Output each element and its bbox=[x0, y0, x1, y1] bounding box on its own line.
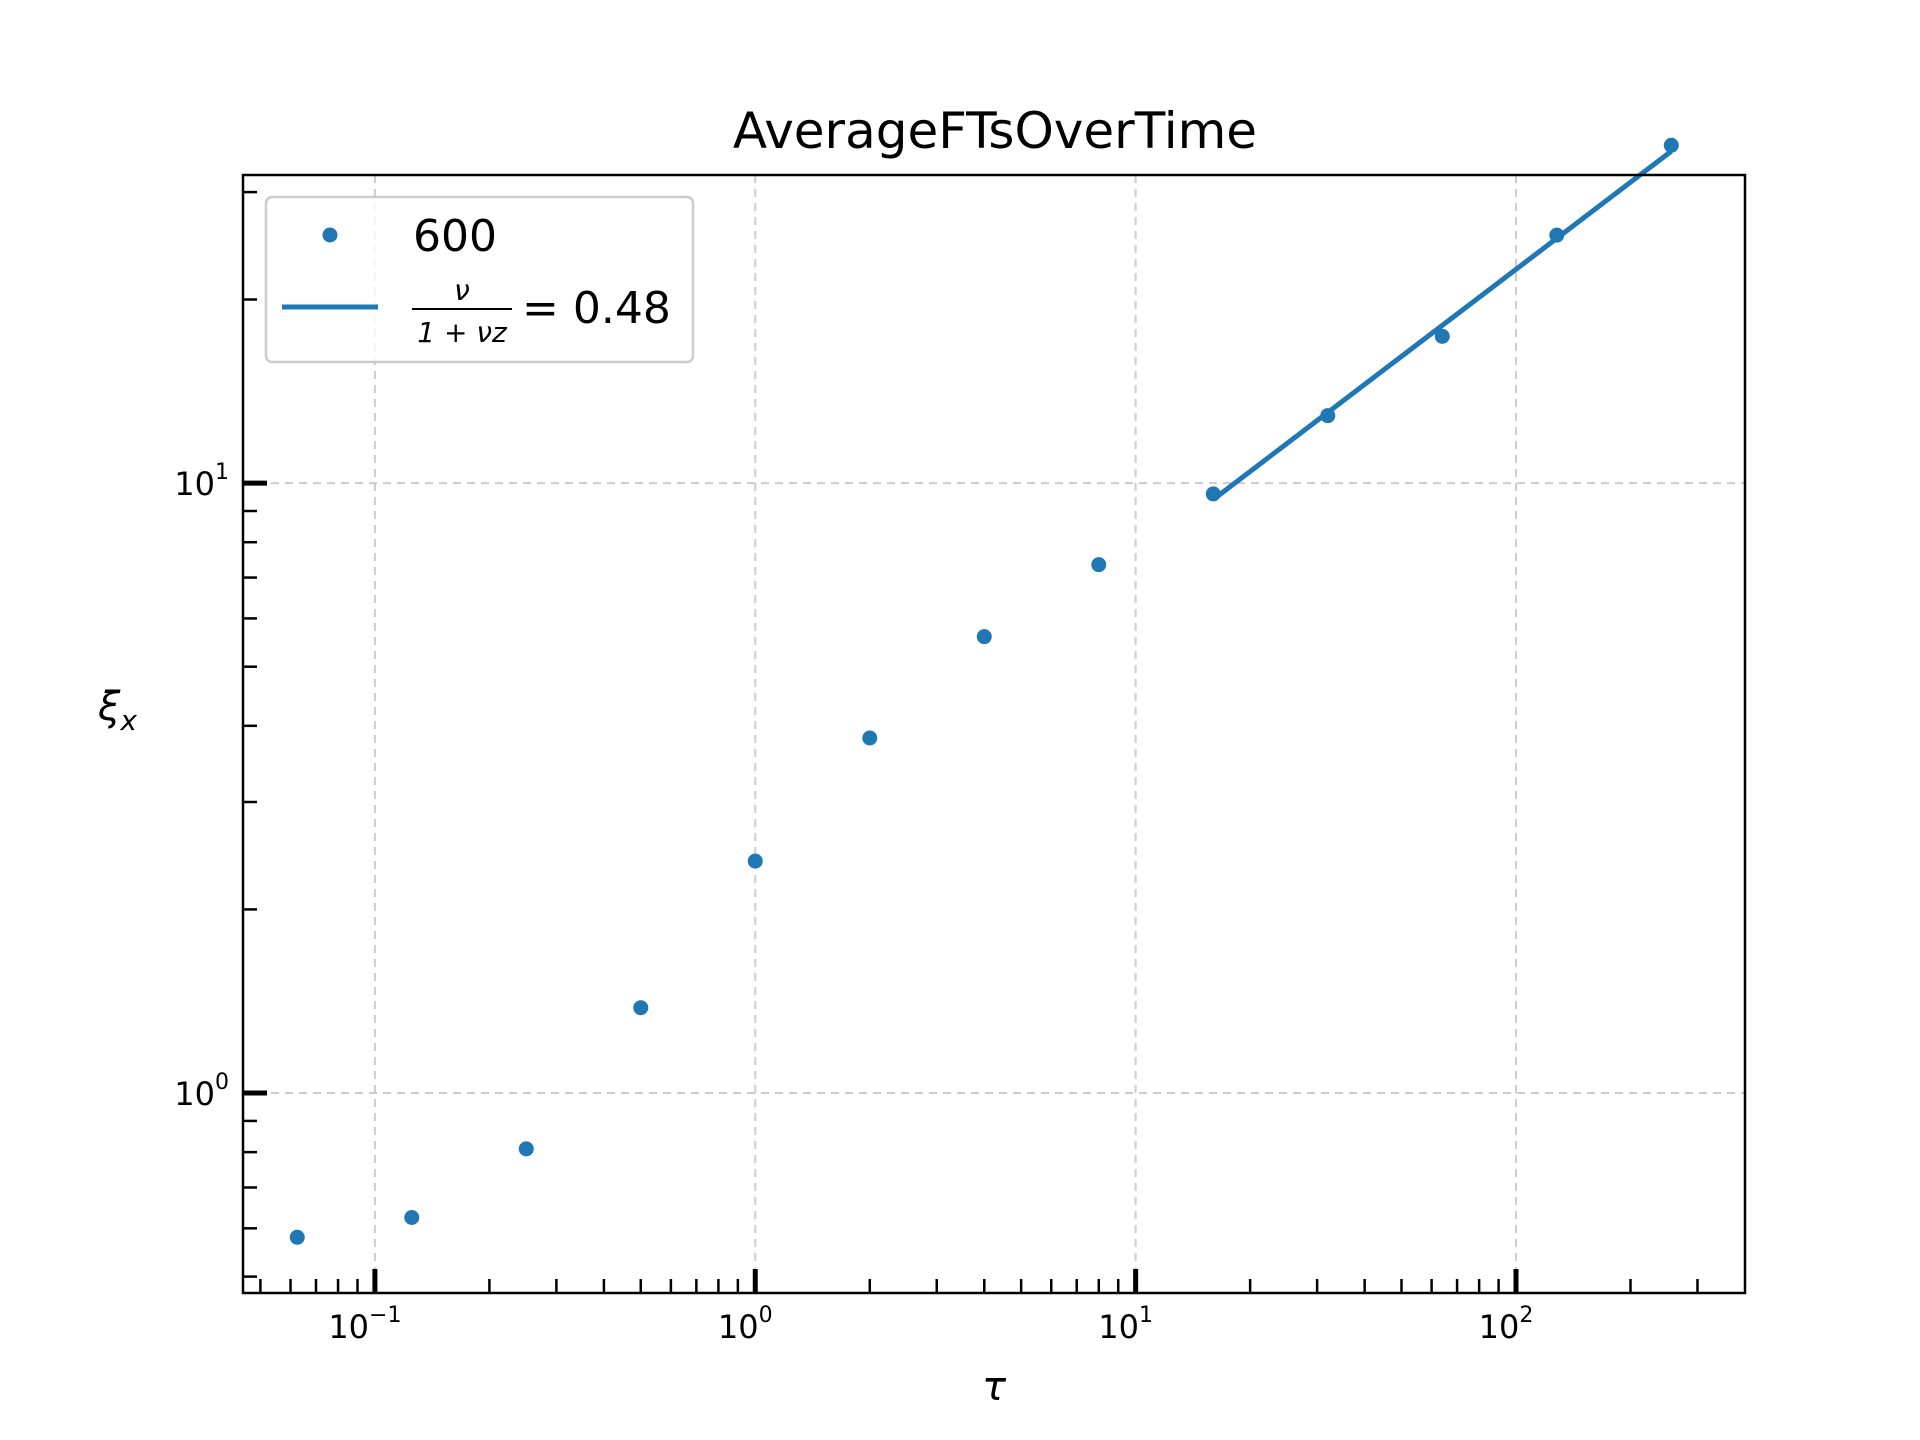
data-point bbox=[633, 1000, 649, 1016]
legend-fit-denominator: 1 + νz bbox=[417, 316, 508, 349]
data-point bbox=[1663, 137, 1679, 153]
y-tick-label-exponent: 0 bbox=[215, 1070, 229, 1095]
x-tick-label-exponent: 2 bbox=[1519, 1303, 1533, 1328]
data-points-series bbox=[289, 137, 1679, 1245]
data-point bbox=[1320, 408, 1336, 424]
fit-line-series bbox=[1211, 149, 1673, 502]
x-tick-label-exponent: 0 bbox=[759, 1303, 773, 1328]
y-tick-label: 100 bbox=[174, 1070, 229, 1113]
data-point bbox=[289, 1229, 305, 1245]
x-tick-label: 102 bbox=[1479, 1303, 1534, 1346]
data-point bbox=[518, 1141, 534, 1157]
data-point bbox=[976, 629, 992, 645]
data-point bbox=[862, 730, 878, 746]
y-axis-label-xi: ξ bbox=[97, 684, 121, 730]
x-tick-label: 101 bbox=[1098, 1303, 1153, 1346]
y-axis-tick-labels: 100 101 bbox=[174, 460, 229, 1113]
x-tick-label: 10−1 bbox=[328, 1303, 401, 1346]
legend-marker-points bbox=[322, 227, 338, 243]
data-point bbox=[1205, 486, 1221, 502]
chart-title: AverageFTsOverTime bbox=[733, 102, 1257, 160]
legend-box bbox=[264, 195, 695, 364]
plot-frame bbox=[241, 173, 1747, 1295]
y-tick-label-exponent: 1 bbox=[215, 460, 229, 485]
x-axis-label: τ bbox=[982, 1364, 1007, 1410]
x-axis-tick-labels: 10−1 100 101 102 bbox=[328, 1303, 1533, 1346]
data-point bbox=[1549, 227, 1565, 243]
x-tick-label: 100 bbox=[718, 1303, 773, 1346]
fit-line bbox=[1211, 149, 1673, 502]
y-axis-label: ξx bbox=[97, 684, 137, 737]
legend-fit-value: = 0.48 bbox=[522, 283, 671, 334]
legend-fit-numerator: ν bbox=[454, 274, 470, 307]
data-point bbox=[1091, 557, 1107, 573]
data-point bbox=[747, 853, 763, 869]
legend-label-points: 600 bbox=[413, 211, 497, 262]
x-axis-ticks bbox=[259, 1269, 1699, 1293]
legend: 600 ν 1 + νz = 0.48 bbox=[264, 195, 695, 364]
y-axis-label-sub: x bbox=[119, 704, 137, 737]
data-point bbox=[404, 1210, 420, 1226]
y-axis-ticks bbox=[243, 190, 267, 1278]
data-point bbox=[1434, 328, 1450, 344]
x-tick-label-exponent: 1 bbox=[1139, 1303, 1153, 1328]
y-tick-label: 101 bbox=[174, 460, 229, 503]
x-tick-label-exponent: −1 bbox=[369, 1303, 401, 1328]
